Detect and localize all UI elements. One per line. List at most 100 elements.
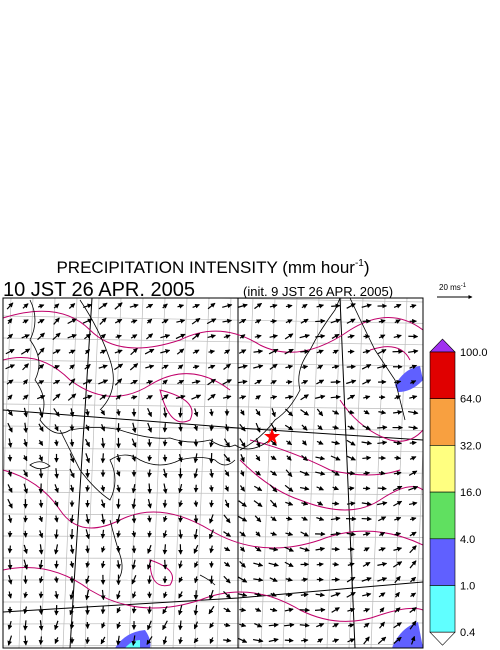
wind-vector bbox=[410, 635, 416, 645]
wind-vector bbox=[363, 622, 370, 628]
wind-vector bbox=[299, 333, 310, 339]
grid-line bbox=[3, 491, 423, 495]
wind-vector bbox=[163, 591, 168, 599]
wind-vector bbox=[163, 515, 168, 523]
wind-vector bbox=[38, 454, 43, 462]
wind-vector bbox=[378, 409, 387, 415]
wind-vector bbox=[52, 349, 61, 355]
wind-vector bbox=[146, 636, 153, 645]
wind-vector bbox=[146, 303, 154, 309]
wind-vector bbox=[270, 531, 278, 536]
wind-vector bbox=[54, 424, 59, 432]
wind-vector bbox=[193, 424, 198, 432]
wind-vector bbox=[116, 530, 121, 538]
wind-vector bbox=[285, 379, 293, 385]
wind-vector bbox=[394, 591, 400, 598]
wind-vector bbox=[147, 483, 152, 494]
wind-vector bbox=[409, 456, 417, 461]
wind-vector bbox=[270, 592, 277, 597]
wind-vector bbox=[409, 620, 417, 630]
colorbar-segment bbox=[429, 585, 456, 633]
wind-vector bbox=[38, 530, 44, 539]
wind-vector bbox=[53, 379, 61, 385]
wind-vector bbox=[147, 438, 152, 448]
wind-vector bbox=[53, 576, 59, 584]
wind-vector bbox=[271, 407, 276, 418]
wind-vector bbox=[253, 349, 264, 354]
colorbar-segment bbox=[429, 398, 456, 446]
wind-vector bbox=[301, 577, 309, 583]
wind-vector bbox=[409, 394, 418, 400]
wind-vector bbox=[53, 317, 60, 325]
wind-vector bbox=[209, 438, 214, 448]
wind-vector bbox=[145, 364, 155, 370]
wind-vector bbox=[7, 318, 13, 324]
wind-vector bbox=[299, 607, 310, 613]
wind-vector bbox=[393, 470, 402, 476]
wind-vector bbox=[285, 501, 294, 506]
wind-vector bbox=[53, 439, 59, 447]
wind-vector bbox=[332, 409, 340, 415]
wind-vector bbox=[193, 500, 199, 508]
wind-vector bbox=[284, 607, 294, 613]
wind-vector bbox=[301, 454, 308, 462]
wind-vector bbox=[331, 607, 340, 613]
wind-vector bbox=[224, 499, 230, 508]
wind-vector bbox=[222, 379, 232, 385]
wind-vector bbox=[347, 425, 355, 430]
wind-vector bbox=[85, 453, 91, 464]
wind-vector bbox=[270, 470, 278, 476]
wind-vector bbox=[116, 590, 121, 600]
title: PRECIPITATION INTENSITY (mm hour-1) bbox=[56, 258, 369, 277]
colorbar-segment bbox=[429, 445, 456, 493]
wind-vector bbox=[20, 348, 31, 355]
wind-vector bbox=[23, 606, 28, 615]
wind-vector bbox=[38, 559, 44, 570]
wind-vector bbox=[378, 319, 386, 324]
wind-vector bbox=[7, 394, 13, 400]
wind-vector bbox=[101, 622, 106, 629]
wind-vector bbox=[378, 547, 386, 552]
wind-vector bbox=[162, 636, 168, 645]
wind-vector bbox=[69, 621, 75, 630]
wind-vector bbox=[361, 501, 372, 507]
wind-vector bbox=[162, 407, 168, 418]
wind-vector bbox=[316, 562, 324, 567]
wind-vector bbox=[147, 606, 152, 615]
wind-vector bbox=[268, 562, 279, 567]
wind-vector bbox=[131, 514, 137, 524]
wind-vector bbox=[284, 546, 294, 552]
wind-vector bbox=[409, 440, 417, 446]
wind-vector bbox=[193, 576, 199, 584]
wind-vector bbox=[69, 468, 75, 479]
wind-vector bbox=[162, 530, 168, 539]
wind-vectors bbox=[5, 302, 419, 646]
wind-vector bbox=[69, 514, 75, 524]
wind-vector bbox=[254, 592, 263, 597]
wind-vector bbox=[315, 546, 326, 552]
wind-vector bbox=[7, 469, 13, 477]
wind-vector bbox=[69, 408, 75, 418]
wind-vector bbox=[53, 303, 60, 309]
wind-vector bbox=[377, 364, 388, 369]
wind-vector bbox=[394, 455, 402, 461]
wind-vector bbox=[394, 516, 402, 522]
wind-vector bbox=[7, 484, 13, 493]
wind-vector bbox=[270, 423, 277, 433]
wind-vector bbox=[222, 394, 232, 400]
wind-vector bbox=[284, 638, 294, 643]
wind-vector bbox=[194, 561, 199, 568]
wind-vector bbox=[393, 303, 402, 309]
wind-vector bbox=[131, 545, 137, 554]
wind-vector bbox=[192, 303, 200, 309]
wind-vector bbox=[285, 531, 294, 537]
wind-vector bbox=[178, 560, 183, 569]
wind-vector bbox=[254, 622, 263, 628]
grid-line bbox=[40, 298, 56, 648]
wind-vector bbox=[54, 590, 59, 600]
wind-vector bbox=[223, 453, 231, 463]
wind-vector bbox=[115, 394, 122, 400]
wind-vector bbox=[330, 394, 341, 400]
wind-vector bbox=[23, 422, 28, 434]
wind-vector bbox=[209, 500, 214, 508]
